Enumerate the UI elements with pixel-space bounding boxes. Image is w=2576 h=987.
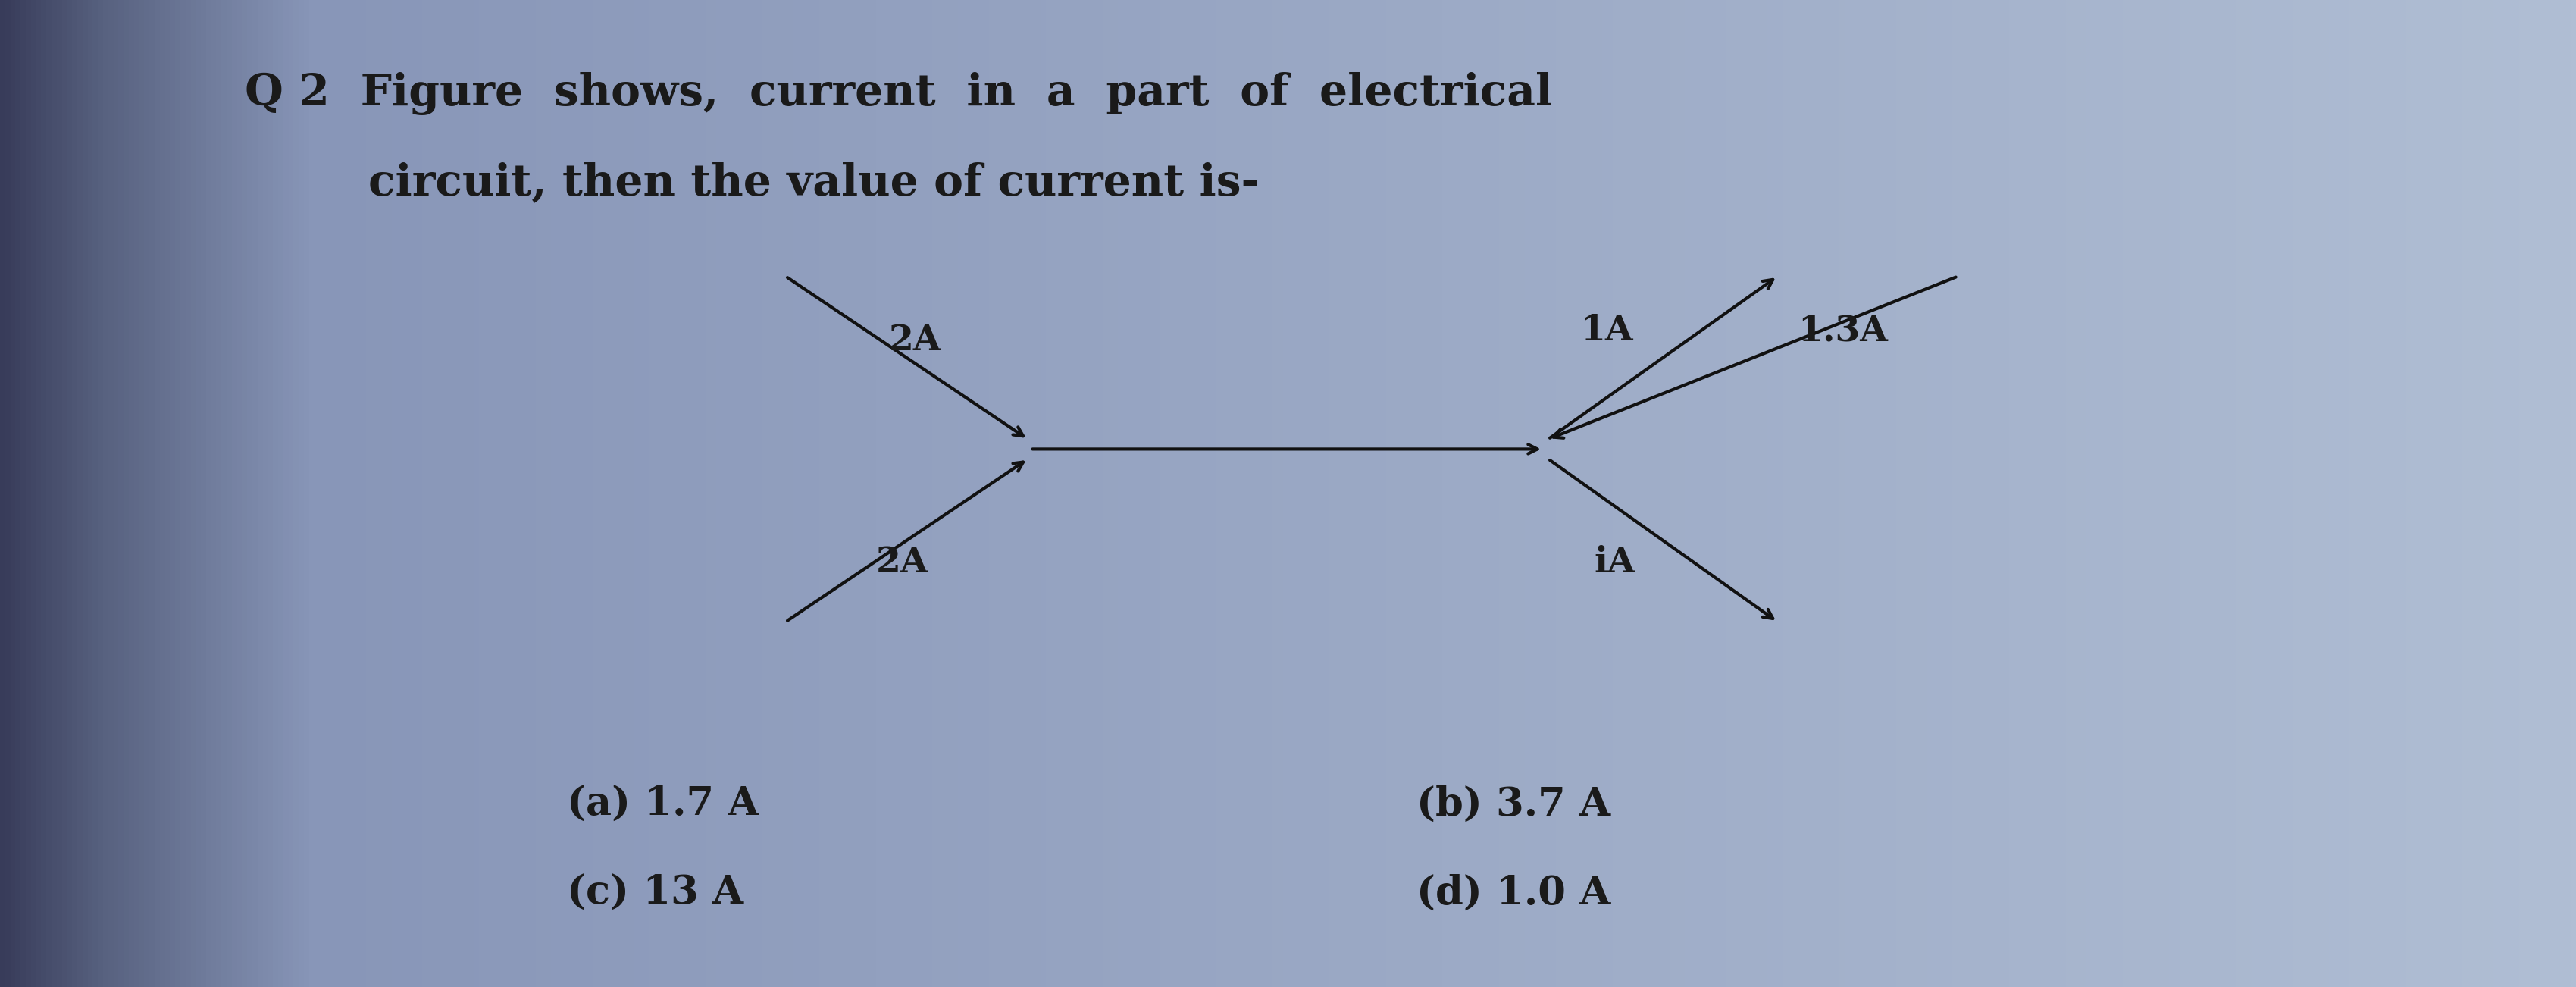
Text: (a) 1.7 A: (a) 1.7 A xyxy=(567,785,760,824)
Text: 1.3A: 1.3A xyxy=(1798,313,1888,348)
Text: (d) 1.0 A: (d) 1.0 A xyxy=(1417,873,1610,913)
Text: 2A: 2A xyxy=(876,545,927,580)
Text: 1A: 1A xyxy=(1582,313,1633,348)
Text: circuit, then the value of current is-: circuit, then the value of current is- xyxy=(245,161,1260,204)
Text: 2A: 2A xyxy=(889,323,940,358)
Text: (b) 3.7 A: (b) 3.7 A xyxy=(1417,785,1610,824)
Text: Q 2  Figure  shows,  current  in  a  part  of  electrical: Q 2 Figure shows, current in a part of e… xyxy=(245,72,1553,115)
Text: iA: iA xyxy=(1595,545,1636,580)
Text: (c) 13 A: (c) 13 A xyxy=(567,873,744,913)
